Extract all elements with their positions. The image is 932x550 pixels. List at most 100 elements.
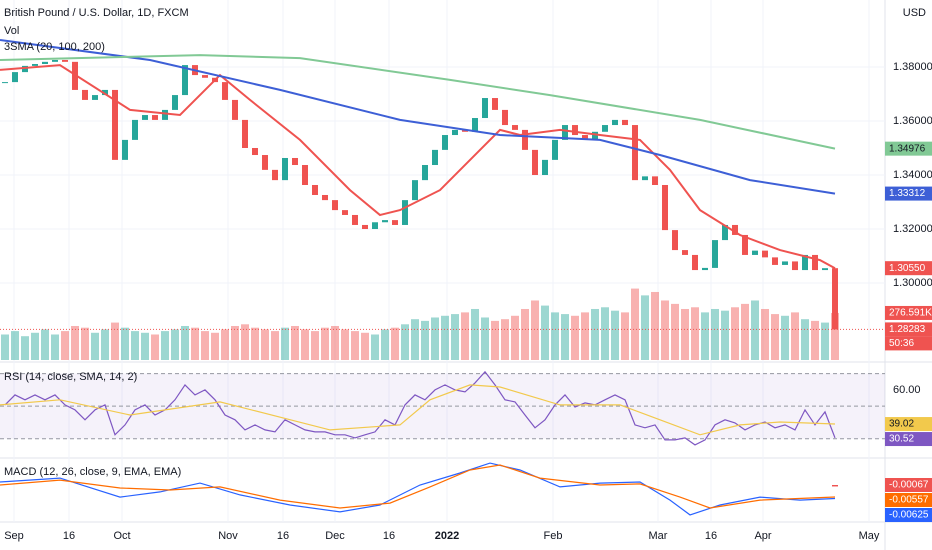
volume-bar bbox=[181, 325, 189, 360]
candle bbox=[232, 99, 238, 120]
price-label: 39.02 bbox=[889, 419, 914, 430]
volume-bar bbox=[741, 303, 749, 360]
candle bbox=[512, 125, 518, 130]
candle bbox=[112, 89, 118, 160]
volume-title: Vol bbox=[4, 25, 19, 37]
candle bbox=[152, 115, 158, 120]
price-label-box bbox=[885, 336, 932, 351]
x-tick-label: 16 bbox=[705, 530, 717, 542]
x-tick-label: 16 bbox=[277, 530, 289, 542]
volume-bar bbox=[321, 327, 329, 360]
price-label-box bbox=[885, 186, 932, 201]
candle bbox=[262, 155, 268, 170]
volume-bar bbox=[611, 310, 619, 360]
marks bbox=[0, 39, 885, 516]
x-tick-label: Oct bbox=[113, 530, 130, 542]
price-label: -0.00557 bbox=[889, 495, 929, 506]
candle bbox=[762, 250, 768, 258]
x-tick-label: Dec bbox=[325, 530, 345, 542]
candle bbox=[532, 149, 538, 176]
volume-bar bbox=[731, 307, 739, 360]
candle bbox=[752, 250, 758, 255]
price-label-box bbox=[885, 493, 932, 507]
price-label-box bbox=[885, 141, 932, 156]
candle bbox=[732, 224, 738, 235]
candle bbox=[432, 149, 438, 166]
candle bbox=[102, 89, 108, 96]
volume-bar bbox=[61, 331, 69, 360]
volume-bar bbox=[341, 329, 349, 360]
volume-bar bbox=[41, 329, 49, 360]
volume-bar bbox=[271, 331, 279, 360]
volume-bar bbox=[571, 315, 579, 360]
sma-title: 3SMA (20, 100, 200) bbox=[4, 41, 105, 53]
price-label-box bbox=[885, 478, 932, 492]
volume-bar bbox=[691, 307, 699, 360]
candle bbox=[82, 89, 88, 100]
volume-bar bbox=[561, 314, 569, 360]
candle bbox=[402, 200, 408, 225]
histogram-bar bbox=[832, 485, 838, 487]
x-tick-label: Sep bbox=[4, 530, 24, 542]
volume-bar bbox=[521, 308, 529, 360]
candle bbox=[62, 59, 68, 62]
price-label-box bbox=[885, 417, 932, 432]
candle bbox=[32, 64, 38, 66]
candle bbox=[712, 240, 718, 268]
candle bbox=[72, 61, 78, 90]
volume-bar bbox=[541, 305, 549, 360]
candle bbox=[182, 65, 188, 96]
candle bbox=[322, 194, 328, 201]
volume-bar bbox=[831, 312, 839, 360]
price-label-box bbox=[885, 508, 932, 522]
sma-line bbox=[0, 54, 836, 150]
y-tick-label: 1.38000 bbox=[893, 61, 932, 73]
volume-bar bbox=[501, 319, 509, 360]
candle bbox=[362, 224, 368, 230]
candle bbox=[552, 139, 558, 160]
labels: British Pound / U.S. Dollar, 1D, FXCM Vo… bbox=[4, 7, 932, 542]
candle bbox=[172, 95, 178, 110]
volume-bar bbox=[231, 325, 239, 360]
candle bbox=[642, 176, 648, 181]
candle bbox=[122, 139, 128, 160]
volume-bar bbox=[311, 331, 319, 360]
candle bbox=[332, 200, 338, 211]
y-tick-label: 1.36000 bbox=[893, 115, 932, 127]
volume-bar bbox=[51, 334, 59, 360]
macd-title: MACD (12, 26, close, 9, EMA, EMA) bbox=[4, 466, 181, 478]
candle bbox=[142, 115, 148, 120]
volume-bar bbox=[821, 322, 829, 360]
volume-bar bbox=[331, 325, 339, 360]
candle bbox=[312, 184, 318, 195]
candle bbox=[282, 157, 288, 181]
volume-bar bbox=[381, 329, 389, 360]
volume-bar bbox=[31, 332, 39, 360]
price-label-box bbox=[885, 322, 932, 337]
sma-line bbox=[0, 64, 836, 270]
volume-bar bbox=[261, 329, 269, 360]
candle bbox=[472, 118, 478, 132]
price-label: 30.52 bbox=[889, 434, 914, 445]
price-label: 1.33312 bbox=[889, 188, 926, 199]
volume-bar bbox=[71, 325, 79, 360]
volume-bar bbox=[481, 317, 489, 360]
candle bbox=[662, 184, 668, 231]
candle bbox=[302, 165, 308, 185]
candle bbox=[392, 220, 398, 225]
candle bbox=[92, 95, 98, 100]
volume-bar bbox=[621, 312, 629, 360]
candle bbox=[782, 261, 788, 265]
volume-bar bbox=[401, 324, 409, 360]
candle bbox=[352, 214, 358, 225]
candle bbox=[772, 257, 778, 265]
macd-line bbox=[0, 462, 836, 516]
volume-bar bbox=[801, 319, 809, 360]
candle bbox=[812, 254, 818, 271]
rsi-line bbox=[4, 370, 836, 446]
x-tick-label: 16 bbox=[383, 530, 395, 542]
price-label-box bbox=[885, 261, 932, 276]
candle bbox=[462, 129, 468, 132]
volume-bar bbox=[791, 312, 799, 360]
macd-line bbox=[0, 464, 836, 509]
